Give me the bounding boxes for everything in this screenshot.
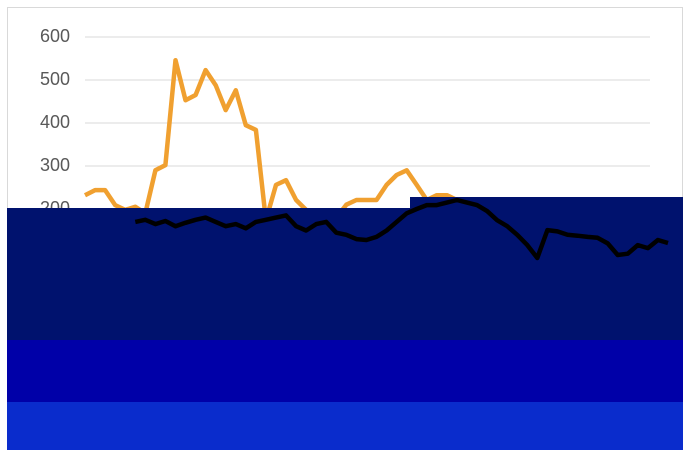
series-line (134, 197, 669, 261)
y-tick-label: 400 (40, 112, 70, 132)
overlay-band (7, 340, 683, 402)
overlay-band (7, 197, 683, 340)
y-tick-label: 300 (40, 155, 70, 175)
y-tick-label: 600 (40, 26, 70, 46)
y-tick-label: 500 (40, 69, 70, 89)
plot-below (83, 57, 458, 233)
overlay-band (7, 402, 683, 450)
plot-above (134, 197, 669, 261)
series-line (83, 57, 458, 233)
